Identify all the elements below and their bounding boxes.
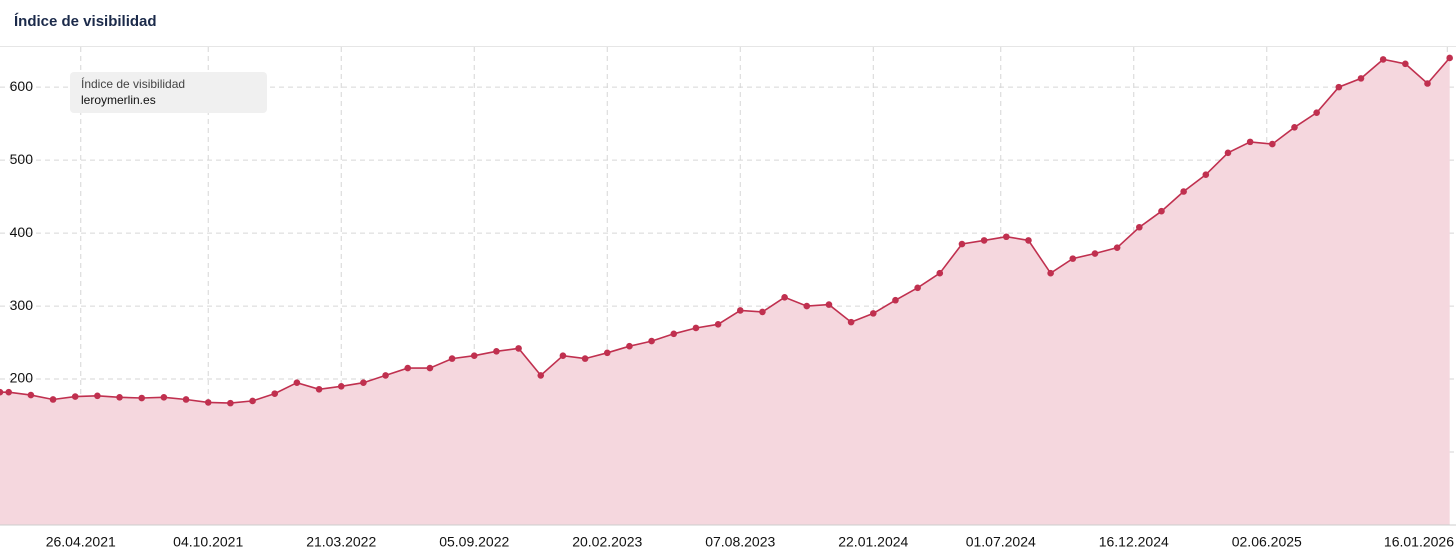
- x-tick-label: 04.10.2021: [173, 534, 243, 550]
- point: [448, 355, 456, 362]
- point: [0, 388, 4, 396]
- point: [537, 372, 545, 379]
- point: [249, 397, 256, 405]
- point: [1202, 171, 1210, 179]
- legend-entry: leroymerlin.es: [81, 93, 156, 107]
- point: [160, 393, 168, 401]
- point: [736, 307, 744, 314]
- point: [914, 284, 921, 292]
- point: [781, 294, 788, 301]
- point: [692, 324, 700, 332]
- y-tick-label: 300: [10, 297, 34, 313]
- point: [1313, 109, 1320, 116]
- point: [603, 349, 611, 357]
- point: [470, 352, 478, 359]
- point: [1180, 188, 1187, 195]
- point: [1091, 250, 1099, 257]
- point: [1025, 237, 1032, 244]
- point: [847, 318, 855, 326]
- point: [1113, 244, 1121, 251]
- point: [227, 399, 234, 407]
- y-tick-label: 400: [10, 224, 34, 240]
- point: [958, 240, 966, 248]
- x-tick-label: 16.12.2024: [1099, 534, 1169, 550]
- point: [27, 391, 35, 399]
- chart-title: Índice de visibilidad: [14, 13, 157, 30]
- point: [271, 390, 279, 397]
- point: [315, 385, 323, 393]
- x-tick-label: 26.04.2021: [46, 534, 116, 550]
- x-tick-label: 05.09.2022: [439, 534, 509, 550]
- x-tick-label: 22.01.2024: [838, 534, 908, 550]
- y-tick-label: 600: [10, 78, 34, 94]
- point: [1246, 138, 1254, 146]
- point: [1158, 207, 1165, 215]
- x-tick-label: 16.01.2026: [1384, 534, 1454, 550]
- point: [1224, 149, 1232, 157]
- point: [49, 396, 57, 403]
- point: [803, 302, 811, 310]
- legend-title: Índice de visibilidad: [81, 76, 185, 91]
- point: [404, 364, 412, 372]
- point: [759, 308, 766, 316]
- point: [382, 372, 389, 379]
- point: [892, 296, 899, 304]
- point: [1357, 75, 1365, 82]
- point: [936, 269, 944, 277]
- point: [559, 352, 567, 359]
- x-tick-label: 01.07.2024: [966, 534, 1036, 550]
- point: [1402, 60, 1409, 68]
- point: [493, 348, 500, 355]
- point: [1446, 54, 1453, 62]
- point: [426, 364, 434, 372]
- point: [1002, 233, 1010, 241]
- point: [5, 388, 13, 396]
- point: [1136, 223, 1143, 231]
- legend-box: [70, 72, 267, 113]
- point: [182, 396, 190, 403]
- point: [71, 393, 79, 400]
- point: [337, 383, 345, 390]
- point: [670, 330, 678, 338]
- point: [360, 379, 367, 386]
- point: [869, 310, 877, 317]
- x-tick-label: 21.03.2022: [306, 534, 376, 550]
- point: [1047, 269, 1054, 277]
- x-tick-label: 02.06.2025: [1232, 534, 1302, 550]
- x-tick-label: 20.02.2023: [572, 534, 642, 550]
- point: [293, 379, 301, 386]
- point: [138, 394, 146, 402]
- point: [1424, 80, 1431, 87]
- point: [648, 337, 655, 345]
- point: [204, 399, 212, 406]
- point: [515, 345, 522, 352]
- point: [1379, 56, 1387, 63]
- point: [626, 342, 633, 350]
- area: [0, 57, 1450, 526]
- point: [1335, 83, 1343, 91]
- point: [1291, 123, 1298, 131]
- point: [581, 355, 589, 362]
- point: [1069, 255, 1077, 262]
- y-tick-label: 200: [10, 370, 34, 386]
- point: [1269, 140, 1276, 148]
- point: [980, 237, 988, 244]
- x-tick-label: 07.08.2023: [705, 534, 775, 550]
- plot: [0, 54, 1456, 526]
- point: [825, 301, 833, 308]
- point: [94, 392, 101, 400]
- point: [714, 321, 722, 328]
- y-tick-label: 500: [10, 151, 34, 167]
- point: [116, 393, 123, 401]
